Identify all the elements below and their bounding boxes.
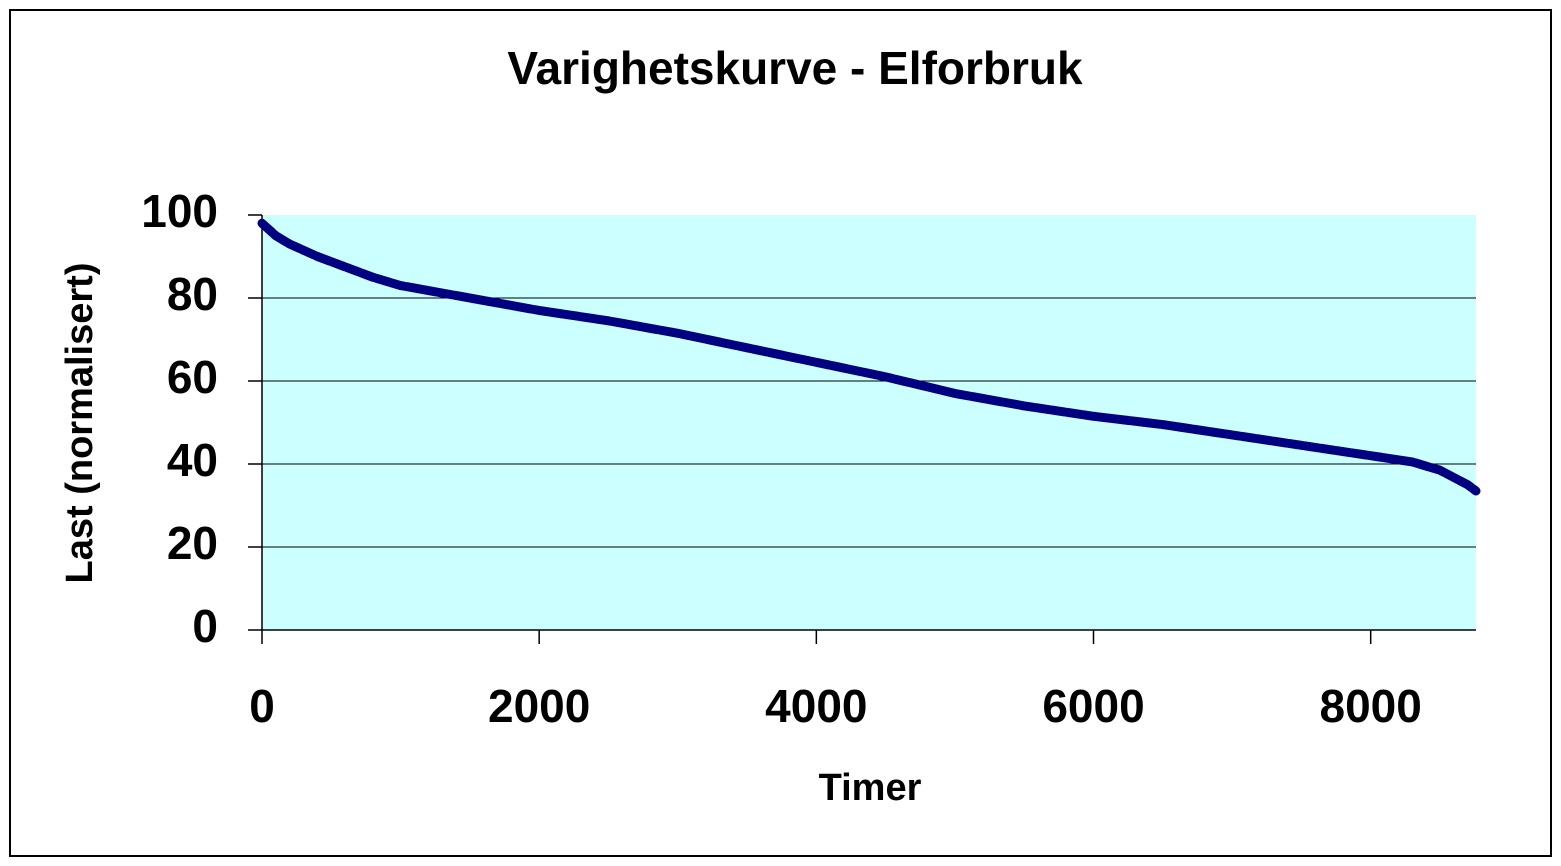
y-tick-label: 20 (167, 517, 218, 569)
plot-area (262, 215, 1476, 630)
y-axis-label: Last (normalisert) (59, 263, 101, 584)
x-tick-label: 6000 (1042, 680, 1144, 732)
y-tick-label: 40 (167, 434, 218, 486)
chart-title: Varighetskurve - Elforbruk (507, 42, 1083, 94)
x-tick-label: 0 (249, 680, 275, 732)
y-tick-label: 100 (141, 185, 218, 237)
x-axis-label: Timer (819, 767, 922, 809)
y-tick-label: 0 (192, 600, 218, 652)
x-tick-label: 4000 (765, 680, 867, 732)
y-tick-label: 80 (167, 268, 218, 320)
y-tick-label: 60 (167, 351, 218, 403)
x-tick-label: 2000 (488, 680, 590, 732)
data-line (257, 218, 1481, 496)
x-tick-label: 8000 (1320, 680, 1422, 732)
